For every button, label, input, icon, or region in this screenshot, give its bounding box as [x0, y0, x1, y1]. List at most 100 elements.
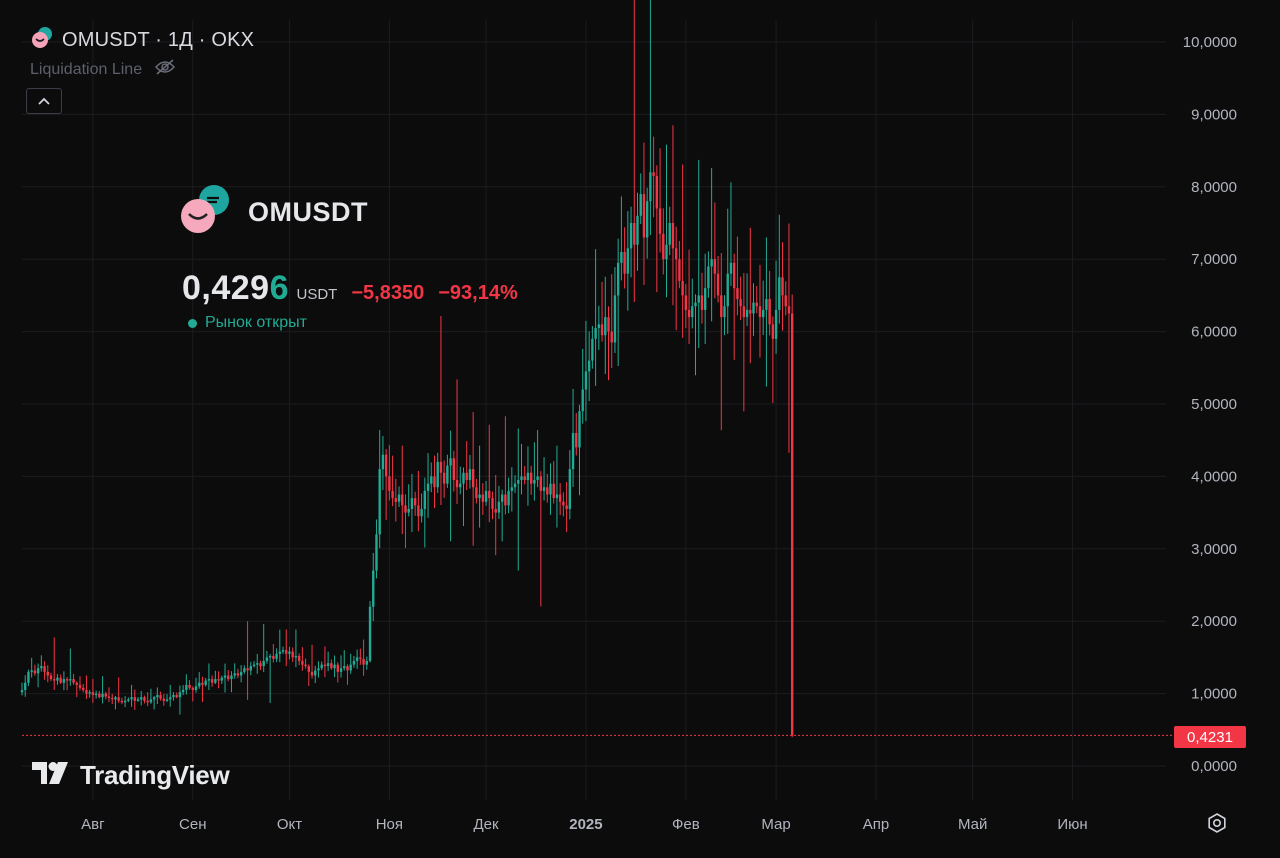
price-tick-label: 0,0000 — [1191, 758, 1237, 775]
tradingview-watermark[interactable]: TradingView — [32, 760, 230, 791]
candle-down — [304, 664, 307, 667]
candle-down — [120, 700, 124, 703]
candle-down — [784, 295, 787, 307]
candle-up — [136, 699, 140, 701]
candle-up — [172, 695, 175, 698]
candle-down — [558, 494, 562, 502]
candle-up — [127, 699, 130, 701]
candle-down — [662, 233, 665, 260]
candle-up — [349, 664, 352, 671]
candle-up — [645, 201, 649, 238]
candle-up — [497, 501, 501, 513]
candle-down — [297, 655, 301, 662]
candle-up — [571, 432, 575, 470]
candle-down — [742, 306, 746, 318]
candle-up — [94, 693, 98, 696]
candle-down — [307, 666, 311, 672]
settings-gear-icon[interactable] — [1206, 812, 1228, 834]
candle-up — [568, 469, 572, 509]
candle-up — [185, 684, 188, 690]
candle-up — [407, 508, 410, 513]
candle-down — [494, 508, 497, 513]
chevron-up-icon — [38, 92, 50, 110]
candle-up — [169, 697, 172, 700]
candle-down — [272, 655, 275, 659]
candle-up — [584, 371, 588, 390]
market-status-text: Рынок открыт — [205, 314, 307, 331]
candle-down — [565, 505, 568, 509]
candle-down — [53, 679, 56, 681]
candle-up — [691, 306, 694, 318]
candle-up — [352, 661, 356, 665]
price-tick-label: 5,0000 — [1191, 396, 1237, 413]
candle-up — [317, 668, 320, 671]
om-coin-large-icon — [178, 184, 234, 241]
candle-down — [575, 432, 578, 448]
candle-down — [481, 494, 485, 502]
candle-down — [75, 682, 78, 685]
candle-up — [426, 483, 430, 491]
candle-up — [149, 699, 153, 703]
candle-down — [413, 498, 417, 506]
candle-up — [36, 668, 40, 674]
candle-down — [46, 671, 49, 676]
candle-down — [98, 693, 101, 698]
candle-up — [649, 172, 652, 202]
candle-up — [198, 682, 201, 687]
candle-up — [181, 689, 185, 693]
candle-down — [758, 306, 762, 318]
candle-down — [475, 487, 478, 499]
candle-down — [175, 695, 178, 698]
candle-up — [243, 668, 246, 672]
symbol-info-overlay: OMUSDT 0,429 6 USDT −5,8350 −93,14% Рынок… — [178, 184, 532, 332]
candle-down — [359, 657, 362, 659]
candle-up — [420, 508, 423, 517]
hidden-eye-icon[interactable] — [154, 59, 176, 80]
candle-up — [462, 472, 465, 484]
candle-up — [478, 494, 481, 499]
candle-down — [600, 324, 604, 336]
price-axis[interactable]: 0,0000 1,0000 2,0000 3,0000 4,0000 5,0000 6,00… — [1183, 34, 1237, 775]
overlay-change-pct: −93,14% — [438, 282, 518, 304]
candle-up — [726, 273, 729, 307]
candle-up — [636, 215, 639, 245]
candle-down — [546, 487, 549, 495]
price-tick-label: 3,0000 — [1191, 541, 1237, 558]
candle-up — [591, 338, 594, 361]
candle-down — [504, 494, 507, 506]
price-tick-label: 4,0000 — [1191, 468, 1237, 485]
candle-down — [59, 677, 62, 683]
market-status-dot — [188, 318, 197, 328]
candle-up — [765, 299, 768, 310]
candle-up — [752, 302, 755, 314]
candle-up — [761, 309, 765, 318]
collapse-legend-button[interactable] — [26, 88, 62, 114]
candle-down — [217, 679, 220, 681]
candle-up — [20, 689, 24, 693]
candle-up — [517, 480, 520, 484]
symbol-header-title: OMUSDT · 1Д · OKX — [62, 29, 255, 51]
candle-up — [365, 661, 369, 665]
candle-up — [378, 469, 381, 535]
candle-up — [339, 668, 343, 672]
candle-down — [655, 175, 659, 209]
time-axis[interactable]: Авг Сен Окт Ноя Дек 2025 Фев Мар Апр Май Июн — [81, 816, 1088, 833]
candle-up — [729, 262, 733, 274]
time-tick-label: Ноя — [376, 816, 403, 833]
grid-lines — [22, 20, 1166, 800]
candle-up — [616, 262, 620, 296]
liquidation-line-indicator[interactable]: Liquidation Line — [30, 59, 176, 80]
candle-down — [633, 223, 636, 245]
candle-down — [755, 302, 758, 307]
candle-up — [500, 494, 504, 502]
candle-up — [604, 317, 607, 336]
candle-down — [607, 317, 610, 332]
candle-down — [562, 501, 565, 506]
candle-up — [294, 655, 298, 658]
symbol-header[interactable]: OMUSDT · 1Д · OKX — [30, 26, 254, 55]
candle-down — [529, 472, 533, 484]
candle-down — [681, 280, 684, 296]
candle-down — [236, 673, 240, 676]
time-tick-label: Авг — [81, 816, 105, 833]
